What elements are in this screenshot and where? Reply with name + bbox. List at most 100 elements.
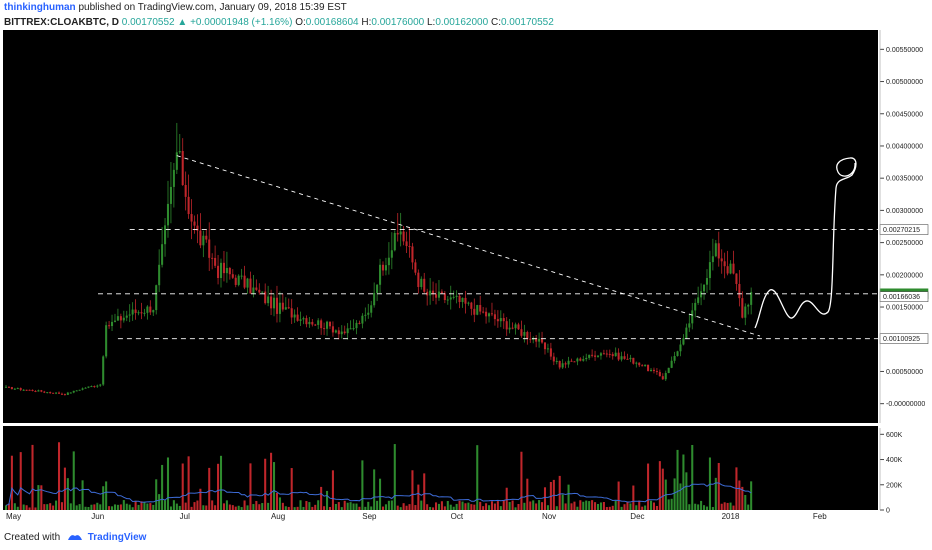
candle-body: [747, 304, 750, 307]
candle-body: [514, 324, 517, 329]
candle-body: [620, 356, 623, 360]
candle-body: [599, 353, 602, 356]
volume-bar: [582, 501, 585, 510]
volume-bar: [19, 452, 22, 510]
candle-body: [90, 386, 93, 388]
volume-bar: [31, 444, 34, 510]
candle-body: [57, 392, 61, 394]
volume-bar: [190, 506, 193, 510]
volume-bar: [543, 487, 547, 510]
candle-body: [688, 323, 691, 328]
volume-bar: [499, 506, 502, 510]
candle-body: [172, 169, 175, 187]
volume-bar: [113, 504, 117, 510]
candle-body: [387, 257, 390, 266]
volume-bar: [532, 500, 535, 510]
price-pane: [3, 30, 878, 423]
candle-body: [237, 275, 240, 285]
volume-bar: [738, 480, 741, 510]
volume-bar: [420, 500, 423, 510]
candle-body: [449, 297, 452, 300]
candle-body: [196, 225, 199, 231]
volume-bar: [437, 503, 440, 510]
volume-bar: [60, 502, 63, 510]
volume-bar: [43, 504, 46, 510]
volume-bar: [37, 485, 40, 510]
candle-body: [190, 214, 193, 222]
candle-body: [128, 314, 131, 316]
volume-bar: [376, 500, 379, 510]
candle-body: [467, 302, 470, 304]
volume-bar: [541, 502, 544, 510]
candle-body: [287, 307, 290, 309]
candle-body: [379, 264, 382, 285]
volume-bar: [355, 503, 358, 510]
candle-body: [31, 389, 34, 391]
candle-body: [505, 321, 508, 330]
author-link[interactable]: thinkinghuman: [4, 2, 76, 13]
candle-body: [437, 291, 440, 298]
volume-bar: [161, 464, 164, 510]
candle-body: [349, 328, 352, 330]
volume-bar: [16, 506, 19, 510]
candle-body: [149, 306, 152, 313]
volume-bar: [122, 500, 125, 510]
candle-body: [37, 390, 40, 392]
volume-bar: [461, 501, 464, 510]
volume-bar: [111, 506, 114, 510]
volume-bar: [555, 506, 558, 510]
volume-bar: [411, 470, 414, 510]
volume-bar: [635, 505, 638, 510]
volume-axis[interactable]: 600K 400K 200K 0: [879, 428, 903, 515]
candle-body: [281, 302, 284, 310]
candle-body: [602, 353, 605, 355]
volume-bar: [255, 500, 258, 510]
candle-body: [508, 327, 511, 330]
candle-body: [328, 321, 332, 327]
candle-body: [93, 386, 96, 388]
volume-bar: [28, 507, 31, 510]
candle-body: [511, 327, 514, 329]
candle-body: [10, 387, 13, 390]
volume-bar: [361, 460, 364, 510]
volume-bar: [567, 484, 570, 510]
volume-bar: [199, 488, 202, 510]
price-tick-label: 0.00250000: [886, 240, 923, 247]
candle-body: [744, 306, 747, 318]
volume-bar: [290, 468, 293, 510]
candle-body: [169, 186, 172, 204]
candle-body: [570, 360, 573, 362]
volume-bar: [358, 506, 361, 510]
symbol-name: BITTREX:CLOAKBTC, D: [4, 17, 119, 28]
volume-bar: [69, 503, 72, 510]
open-value: 0.00168604: [305, 17, 359, 28]
volume-bar: [473, 504, 476, 510]
volume-bar: [222, 503, 225, 510]
volume-bar: [502, 500, 505, 510]
volume-bar: [96, 502, 99, 510]
candle-body: [146, 306, 149, 313]
candle-body: [729, 263, 732, 274]
candle-body: [337, 330, 340, 335]
date-axis[interactable]: May Jun Jul Aug Sep Oct Nov Dec 2018 Feb: [6, 512, 827, 521]
volume-bar: [66, 478, 69, 510]
volume-bar: [387, 500, 390, 510]
candle-body: [320, 320, 323, 329]
tradingview-brand[interactable]: TradingView: [87, 532, 147, 543]
price-chart[interactable]: 0.00550000 0.00500000 0.00450000 0.00400000…: [0, 28, 932, 524]
price-axis[interactable]: 0.00550000 0.00500000 0.00450000 0.00400000…: [879, 30, 929, 423]
volume-bar: [314, 504, 317, 510]
low-label: L:: [427, 17, 436, 28]
candle-body: [302, 318, 305, 320]
price-tick-label: 0.00550000: [886, 47, 923, 54]
candle-body: [69, 392, 72, 394]
volume-bar: [22, 504, 25, 510]
candle-body: [647, 364, 650, 372]
candle-body: [644, 364, 647, 367]
date-tick-label: Jun: [91, 512, 104, 521]
volume-bar: [4, 505, 8, 510]
candle-body: [113, 320, 117, 322]
date-tick-label: 2018: [722, 512, 740, 521]
candle-body: [346, 328, 349, 334]
volume-bar: [414, 505, 417, 510]
